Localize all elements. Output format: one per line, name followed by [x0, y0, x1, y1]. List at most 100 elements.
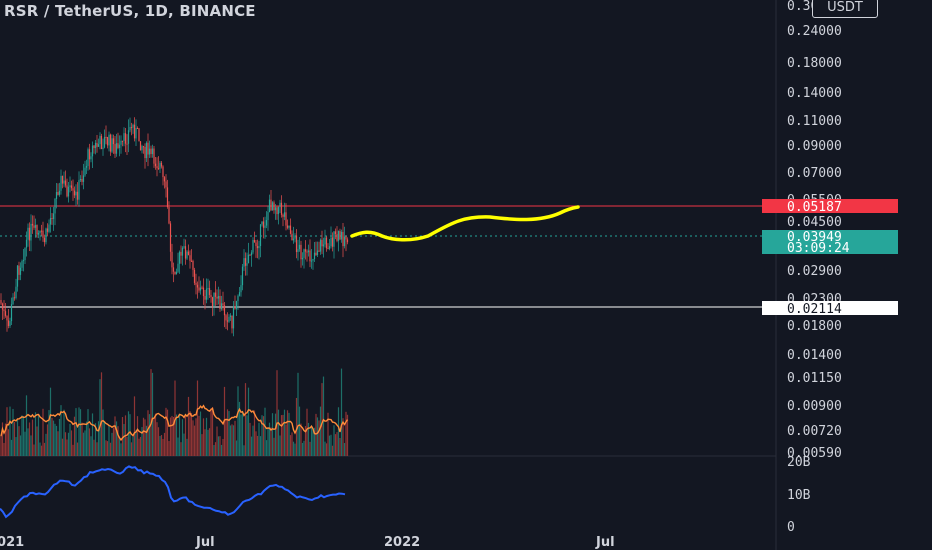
candle-body: [87, 149, 89, 167]
candle-body: [54, 198, 56, 214]
candle-body: [148, 148, 151, 155]
candle-body: [202, 287, 205, 297]
candle-body: [316, 250, 319, 255]
volume-bar: [166, 409, 169, 456]
indicator-axis[interactable]: 20B 10B 0: [787, 455, 811, 535]
volume-bar: [60, 405, 62, 456]
candle-body: [163, 177, 166, 182]
volume-bar: [43, 442, 46, 456]
volume-bar: [345, 411, 347, 456]
candle-body: [90, 156, 92, 160]
volume-bar: [321, 383, 323, 456]
volume-bar: [217, 436, 220, 456]
candle-body: [211, 297, 214, 307]
volume-bar: [106, 441, 109, 456]
volume-bar: [144, 419, 146, 456]
candle-body: [186, 251, 188, 259]
volume-bar: [189, 411, 191, 456]
candle-body: [306, 251, 308, 253]
candle-body: [49, 217, 52, 225]
volume-bar: [183, 433, 185, 456]
candle-body: [97, 144, 100, 147]
candle-body: [102, 147, 104, 150]
candle-body: [253, 239, 256, 243]
candle-body: [346, 239, 349, 243]
candle-body: [261, 221, 263, 225]
candle-body: [18, 265, 20, 275]
candle-body: [304, 249, 307, 252]
candle-body: [192, 260, 194, 270]
candle-body: [268, 199, 271, 213]
candle-body: [180, 251, 182, 256]
volume-bar: [171, 415, 173, 456]
volume-bar: [270, 427, 272, 456]
candle-body: [93, 145, 95, 149]
candle-body: [40, 230, 43, 232]
volume-bar: [292, 441, 295, 456]
volume-bar: [289, 435, 292, 456]
volume-bar: [177, 437, 179, 456]
volume-bar: [174, 380, 176, 456]
projection-drawing[interactable]: [350, 205, 580, 242]
volume-bar: [243, 445, 245, 456]
volume-bar: [252, 425, 254, 456]
candle-body: [225, 315, 227, 321]
candle-body: [25, 239, 28, 248]
candle-body: [112, 138, 115, 145]
volume-bar: [130, 442, 133, 456]
candle-body: [262, 221, 265, 228]
candle-body: [136, 128, 139, 130]
volume-bar: [175, 414, 178, 456]
candle-body: [0, 300, 2, 304]
volume-bar: [85, 421, 88, 456]
candle-body: [127, 130, 130, 144]
candle-body: [162, 166, 164, 178]
volume-bar: [283, 409, 286, 456]
volume-bar: [202, 418, 205, 456]
volume-bar: [312, 429, 314, 456]
volume-bar: [54, 423, 56, 456]
volume-bar: [115, 421, 118, 456]
volume-bar: [37, 414, 40, 456]
volume-bar: [226, 409, 229, 456]
candle-body: [325, 237, 328, 249]
candle-body: [312, 259, 314, 261]
volume-bar: [48, 410, 50, 456]
volume-bar: [25, 395, 28, 456]
volume-bar: [70, 430, 73, 456]
volume-bar: [103, 420, 106, 456]
volume-bar: [324, 441, 326, 456]
candle-body: [63, 180, 65, 184]
candle-body: [105, 136, 107, 138]
volume-bar: [3, 442, 5, 456]
price-axis-label: 0.04500: [787, 215, 842, 230]
volume-bar: [340, 368, 343, 456]
candle-body: [118, 144, 121, 148]
candle-body: [1, 303, 4, 310]
volume-bar: [7, 429, 10, 456]
volume-bar: [90, 436, 92, 456]
volume-bar: [73, 416, 76, 456]
candle-body: [217, 295, 220, 299]
volume-bar: [102, 409, 104, 456]
volume-bar: [190, 412, 193, 456]
candle-body: [103, 136, 106, 148]
indicator-axis-label: 20B: [787, 455, 811, 470]
volume-bar: [211, 407, 214, 456]
candle-body: [276, 207, 278, 215]
volume-bar: [235, 440, 238, 456]
volume-bar: [147, 410, 149, 456]
candle-body: [198, 287, 200, 291]
volume-bar: [315, 413, 317, 456]
volume-bar: [334, 434, 337, 456]
time-axis[interactable]: 2021 Jul 2022 Jul: [0, 535, 615, 550]
volume-bar: [142, 417, 145, 456]
candle-body: [28, 227, 31, 241]
currency-selector[interactable]: USDT: [812, 0, 878, 18]
price-axis-label: 0.01150: [787, 371, 842, 386]
candle-body: [298, 244, 301, 250]
volume-bar: [288, 412, 290, 456]
volume-bar: [46, 424, 49, 456]
volume-bar: [271, 413, 274, 456]
